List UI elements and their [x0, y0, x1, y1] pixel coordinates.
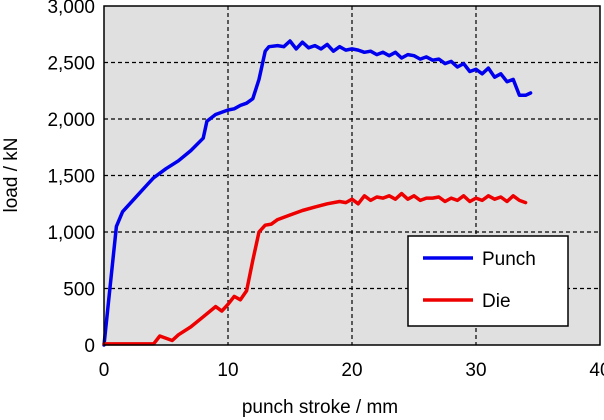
- y-tick-label: 500: [63, 280, 95, 301]
- series-layer: [102, 39, 533, 347]
- x-tick-label: 10: [217, 360, 238, 381]
- legend: Punch Die: [407, 235, 569, 327]
- legend-box: [407, 235, 569, 327]
- legend-label-punch: Punch: [482, 249, 536, 270]
- y-axis-title: load / kN: [1, 138, 22, 213]
- y-tick-label: 1,500: [47, 167, 95, 188]
- x-tick-label: 20: [341, 360, 362, 381]
- y-tick-label: 3,000: [47, 0, 95, 18]
- y-tick-label: 2,500: [47, 54, 95, 75]
- y-tick-label: 0: [84, 336, 95, 357]
- tick-labels: 0 10 20 30 40 0 500 1,000 1,500 2,000 2,500 3,000: [47, 0, 604, 381]
- x-tick-label: 40: [589, 360, 604, 381]
- y-tick-label: 2,000: [47, 110, 95, 131]
- legend-label-die: Die: [482, 291, 511, 312]
- plot-frame: [103, 5, 601, 346]
- y-tick-label: 1,000: [47, 223, 95, 244]
- x-tick-label: 0: [99, 360, 110, 381]
- x-axis-title: punch stroke / mm: [242, 397, 398, 418]
- x-tick-label: 30: [465, 360, 486, 381]
- series-line-die: [102, 191, 528, 346]
- series-line-punch: [102, 39, 533, 347]
